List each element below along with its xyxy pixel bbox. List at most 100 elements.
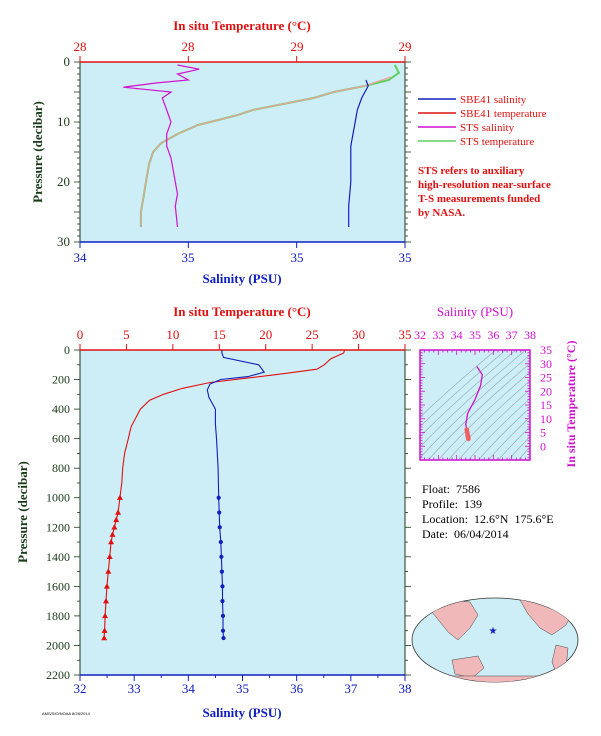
info-date: Date: 06/04/2014	[422, 527, 509, 541]
top-sal-axis-label: Salinity (PSU)	[202, 271, 281, 286]
bottom-pressure-tick-label: 1400	[46, 550, 70, 564]
bottom-pressure-axis-label: Pressure (decibar)	[15, 461, 30, 563]
bottom-sal-axis-label: Salinity (PSU)	[202, 705, 281, 720]
bottom-pressure-tick-label: 200	[52, 373, 70, 387]
bottom-temp-axis-label: In situ Temperature (°C)	[173, 304, 311, 319]
note-line-4: by NASA.	[418, 207, 465, 219]
bottom-temp-tick-label: 10	[166, 327, 179, 342]
top-panel: In situ Temperature (°C) 28 28 29 29 34 …	[30, 18, 412, 286]
bottom-sal-tick-label: 34	[182, 681, 196, 696]
bottom-sal-tick-label: 32	[74, 681, 87, 696]
salinity-marker	[219, 554, 224, 559]
temperature-marker	[109, 531, 116, 537]
bottom-sal-tick-label: 35	[236, 681, 249, 696]
bottom-panel: In situ Temperature (°C) 0 5 10 15 20 25 30 35 …	[15, 304, 412, 720]
bottom-sal-tick-label: 38	[399, 681, 412, 696]
ts-temp-tick-label: 30	[540, 357, 552, 371]
temperature-marker	[101, 634, 108, 641]
legend-label-sts-salinity: STS salinity	[460, 122, 515, 134]
ts-series	[464, 366, 483, 442]
temperature-marker	[116, 494, 123, 500]
legend-label-sts-temperature: STS temperature	[460, 136, 534, 148]
bottom-sal-tick-labels: 32 33 34 35 36 37 38	[74, 681, 412, 696]
bottom-temp-tick-label: 5	[123, 327, 130, 342]
temperature-marker	[105, 568, 112, 574]
bottom-sal-tick-label: 33	[128, 681, 141, 696]
ts-salinity-tick-label: 37	[506, 328, 518, 342]
ts-salinity-tick-label: 34	[451, 328, 463, 342]
map-land-australia	[451, 655, 485, 679]
bottom-pressure-tick-labels: 0 200 400 600 800 1000 1200 1400 1600 1800 2000 220…	[46, 343, 70, 682]
series-sbe41-temperature	[140, 76, 391, 227]
temperature-marker	[102, 612, 109, 619]
density-contour	[437, 371, 530, 460]
density-contour	[420, 350, 517, 438]
info-profile: Profile: 139	[422, 497, 482, 511]
ts-plot-frame	[419, 349, 531, 461]
note-line-2: high-resolution near-surface	[418, 179, 551, 191]
float-location-marker: ★	[489, 626, 498, 637]
density-contour	[420, 350, 507, 428]
salinity-marker	[218, 539, 223, 545]
top-temp-tick-3: 29	[291, 39, 304, 54]
density-contour	[497, 426, 530, 460]
temperature-marker	[101, 627, 108, 633]
top-pressure-tick-3: 20	[57, 174, 70, 189]
ts-salinity-tick-labels: 32 33 34 35 36 37 38	[414, 328, 536, 342]
top-pressure-tick-1: 0	[64, 54, 71, 69]
density-contour	[507, 436, 530, 460]
bottom-temp-tick-label: 35	[399, 327, 412, 342]
salinity-marker	[219, 569, 225, 574]
temperature-marker	[111, 524, 118, 530]
top-sal-tick-2: 35	[182, 250, 195, 265]
note-line-1: STS refers to auxiliary	[418, 165, 525, 177]
bottom-pressure-tick-label: 1600	[46, 579, 70, 593]
bottom-pressure-tick-label: 1800	[46, 609, 70, 623]
series-sbe41-salinity	[348, 79, 369, 227]
density-contour	[427, 362, 530, 460]
bottom-temp-tick-label: 15	[213, 327, 226, 342]
bottom-plot-area	[80, 350, 405, 675]
top-pressure-axis-label: Pressure (decibar)	[30, 101, 45, 203]
ts-diagram: Salinity (PSU) 32 33 34 35 36 37 38 0510152025…	[414, 304, 578, 467]
bottom-sal-tick-label: 36	[290, 681, 304, 696]
top-plot-area	[80, 62, 405, 242]
top-panel-series	[123, 64, 401, 228]
salinity-marker	[220, 584, 225, 589]
series-sts-salinity	[123, 64, 200, 228]
salinity-marker	[220, 599, 225, 604]
ts-temp-tick-label: 25	[540, 371, 552, 385]
temperature-marker	[113, 516, 120, 523]
info-location: Location: 12.6°N 175.6°E	[422, 512, 554, 526]
top-pressure-tick-4: 30	[57, 234, 70, 249]
bottom-panel-ticks	[74, 344, 411, 681]
ts-temp-tick-label: 5	[540, 426, 546, 440]
temperature-marker	[103, 583, 110, 589]
bottom-temp-tick-label: 20	[259, 327, 272, 342]
bottom-pressure-tick-label: 800	[52, 461, 70, 475]
ts-salinity-tick-label: 32	[414, 328, 426, 342]
salinity-marker	[217, 510, 222, 515]
density-contour	[447, 380, 530, 460]
salinity-marker	[221, 635, 226, 641]
map-land-asia	[429, 598, 479, 641]
density-contour	[517, 446, 530, 460]
top-temp-tick-1: 28	[74, 39, 87, 54]
bottom-pressure-tick-label: 2000	[46, 638, 70, 652]
ts-temp-tick-label: 0	[540, 439, 546, 453]
ts-salinity-tick-label: 38	[524, 328, 536, 342]
top-temp-tick-4: 29	[399, 39, 412, 54]
bottom-pressure-tick-label: 400	[52, 402, 70, 416]
ts-salinity-tick-label: 33	[432, 328, 444, 342]
ts-temp-tick-label: 15	[540, 398, 552, 412]
ts-temp-tick-label: 10	[540, 412, 552, 426]
bottom-temp-tick-label: 0	[77, 327, 84, 342]
density-contour	[477, 407, 530, 460]
bottom-pressure-tick-label: 1200	[46, 520, 70, 534]
ts-salinity-tick-label: 35	[469, 328, 481, 342]
top-sal-tick-1: 34	[74, 250, 88, 265]
ts-salinity-tick-label: 36	[487, 328, 499, 342]
bottom-pressure-tick-label: 1000	[46, 491, 70, 505]
density-contour	[420, 350, 527, 448]
